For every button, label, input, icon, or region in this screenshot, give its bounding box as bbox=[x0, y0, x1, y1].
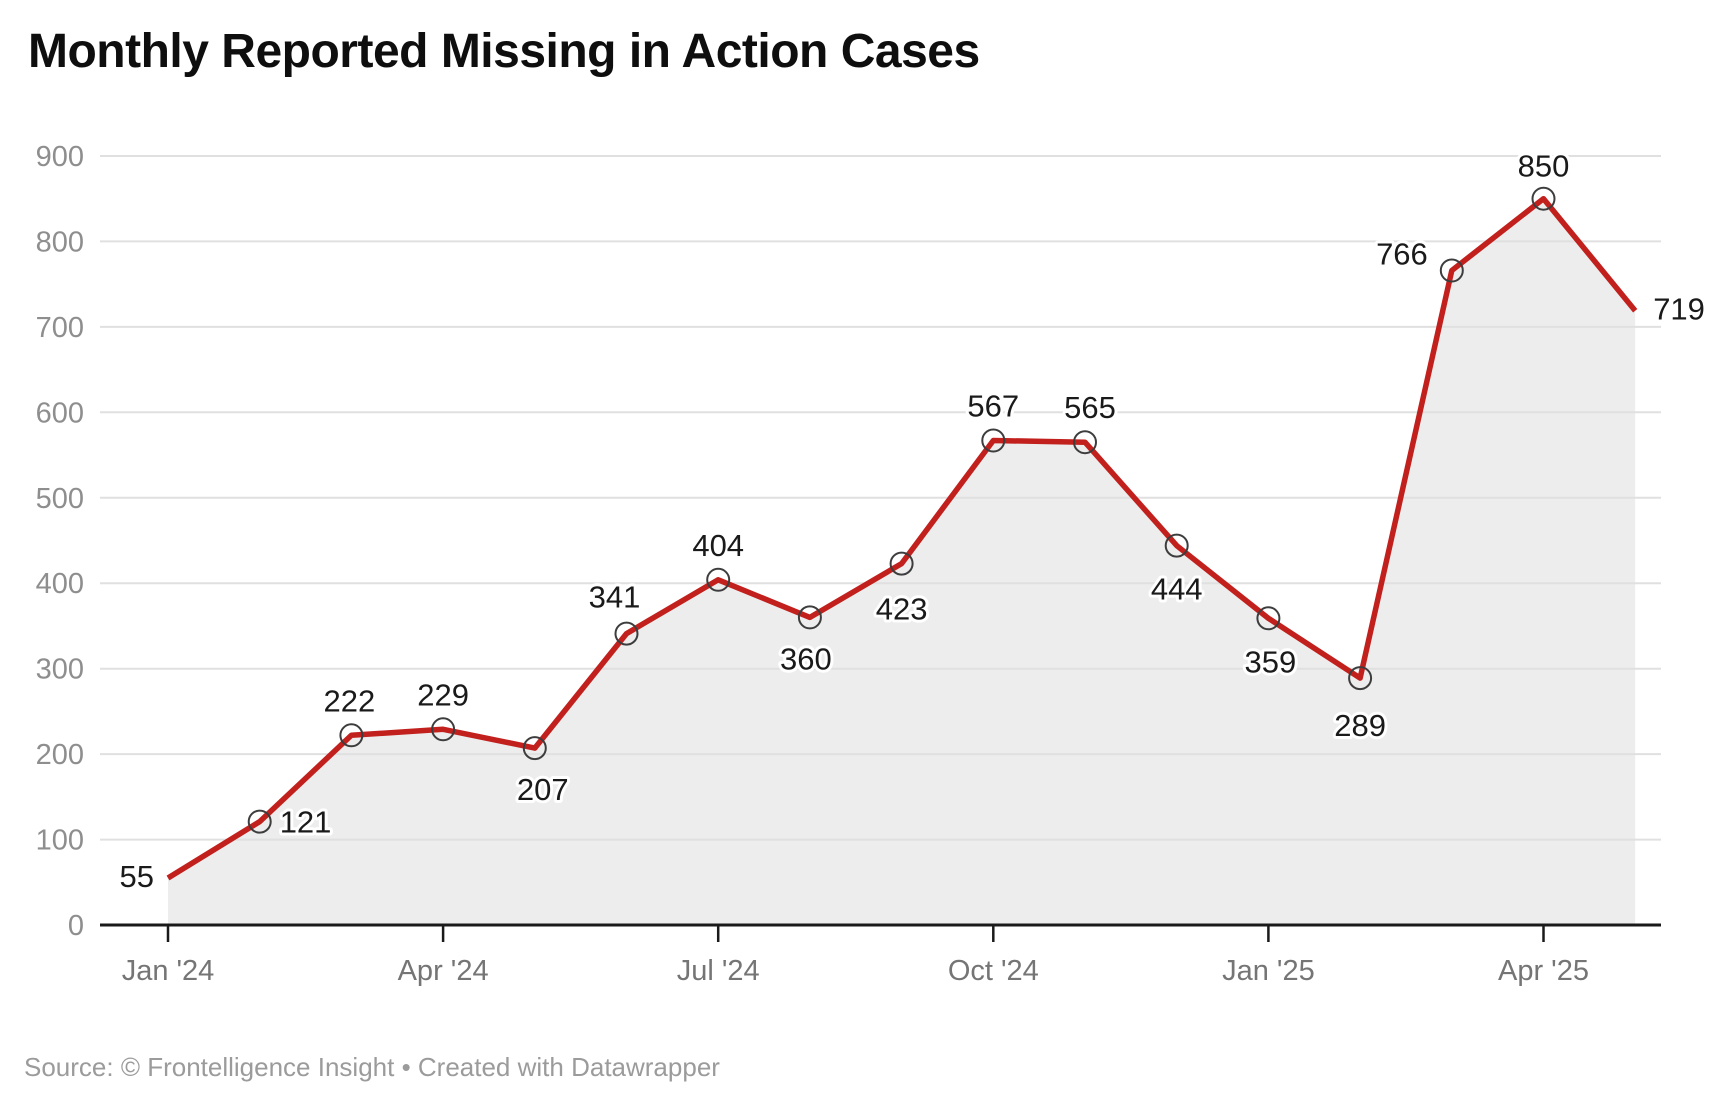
data-point-marker bbox=[797, 605, 822, 630]
data-point-marker bbox=[522, 736, 547, 761]
data-point-marker bbox=[1073, 430, 1097, 455]
y-axis-label: 0 bbox=[68, 910, 84, 942]
data-point-label: 360 bbox=[780, 641, 832, 676]
x-axis-tick-label: Jan '25 bbox=[1222, 955, 1315, 987]
data-point-label: 341 bbox=[589, 580, 641, 615]
data-point-label: 850 bbox=[1518, 149, 1570, 184]
data-point-label: 207 bbox=[517, 772, 569, 807]
data-point-label: 565 bbox=[1064, 390, 1116, 425]
data-point-label: 423 bbox=[876, 592, 928, 627]
data-point-label: 121 bbox=[280, 805, 332, 840]
data-point-marker bbox=[247, 809, 272, 834]
x-axis-tick-label: Oct '24 bbox=[948, 955, 1039, 987]
data-point-label: 444 bbox=[1151, 572, 1203, 607]
y-axis-label: 300 bbox=[36, 654, 84, 686]
x-axis-tick-label: Apr '25 bbox=[1498, 955, 1589, 987]
data-point-marker bbox=[1439, 258, 1464, 283]
y-axis-label: 700 bbox=[36, 312, 84, 344]
data-point-label: 404 bbox=[692, 528, 744, 563]
y-axis-label: 500 bbox=[36, 483, 84, 515]
data-point-marker bbox=[889, 551, 914, 576]
x-axis-tick-label: Jul '24 bbox=[677, 955, 760, 987]
data-point-label: 55 bbox=[120, 859, 154, 894]
data-point-label: 567 bbox=[967, 389, 1019, 424]
data-point-label: 766 bbox=[1376, 237, 1428, 272]
data-point-label: 719 bbox=[1653, 292, 1705, 327]
chart-title: Monthly Reported Missing in Action Cases bbox=[28, 25, 980, 78]
data-point-label: 222 bbox=[324, 683, 376, 718]
x-axis-tick-label: Jan '24 bbox=[122, 955, 215, 987]
data-point-marker bbox=[431, 717, 456, 742]
data-point-marker bbox=[339, 723, 364, 748]
data-line bbox=[166, 195, 1638, 881]
data-point-marker bbox=[981, 428, 1006, 453]
data-point-marker bbox=[1164, 533, 1189, 558]
y-axis-label: 100 bbox=[36, 825, 84, 857]
y-axis-label: 400 bbox=[36, 568, 84, 600]
y-axis-label: 600 bbox=[36, 397, 84, 429]
data-point-label: 289 bbox=[1334, 708, 1386, 743]
y-axis-label: 900 bbox=[36, 141, 84, 173]
data-point-marker bbox=[1348, 666, 1373, 691]
data-point-marker bbox=[614, 621, 639, 646]
area-fill bbox=[168, 198, 1636, 925]
y-axis-label: 800 bbox=[36, 226, 84, 258]
x-axis-tick-label: Apr '24 bbox=[398, 955, 489, 987]
data-point-label: 359 bbox=[1245, 644, 1297, 679]
y-axis-label: 200 bbox=[36, 739, 84, 771]
data-point-marker bbox=[1531, 186, 1556, 211]
data-point-marker bbox=[1256, 606, 1281, 631]
data-point-label: 229 bbox=[417, 677, 469, 712]
source-attribution: Source: © Frontelligence Insight • Creat… bbox=[24, 1052, 720, 1082]
data-point-marker bbox=[706, 567, 731, 592]
